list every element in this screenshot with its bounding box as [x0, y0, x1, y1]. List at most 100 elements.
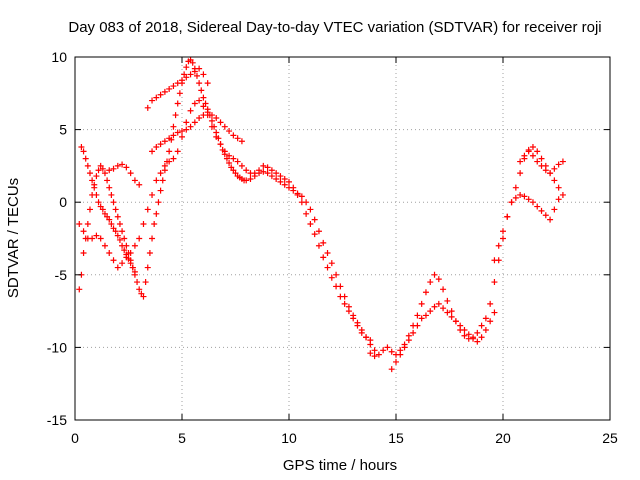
data-point-plus [264, 164, 271, 171]
data-point-plus [140, 220, 147, 227]
data-point-plus [174, 100, 181, 107]
data-point-plus [149, 148, 156, 155]
data-point-plus [551, 177, 558, 184]
data-point-plus [106, 167, 113, 174]
data-point-plus [97, 235, 104, 242]
data-point-plus [320, 254, 327, 261]
data-point-plus [238, 138, 245, 145]
data-point-plus [136, 286, 143, 293]
data-point-plus [491, 257, 498, 264]
data-point-plus [112, 206, 119, 213]
data-point-plus [358, 329, 365, 336]
data-point-plus [444, 309, 451, 316]
data-point-plus [529, 199, 536, 206]
y-tick-label: -10 [47, 339, 67, 355]
data-point-plus [108, 191, 115, 198]
data-point-plus [114, 264, 121, 271]
data-point-plus [183, 74, 190, 81]
data-point-plus [384, 344, 391, 351]
data-point-plus [93, 232, 100, 239]
data-point-plus [95, 167, 102, 174]
data-point-plus [80, 228, 87, 235]
data-point-plus [127, 170, 134, 177]
data-point-plus [482, 315, 489, 322]
data-point-plus [465, 331, 472, 338]
data-point-plus [448, 308, 455, 315]
data-point-plus [99, 165, 106, 172]
data-point-plus [208, 112, 215, 119]
data-point-plus [286, 178, 292, 185]
data-point-plus [191, 100, 198, 107]
data-point-plus [101, 170, 108, 177]
data-point-plus [328, 260, 335, 267]
data-point-plus [170, 83, 177, 90]
data-point-plus [213, 133, 220, 140]
data-point-plus [187, 71, 194, 78]
data-point-plus [157, 187, 164, 194]
data-point-plus [153, 210, 160, 217]
data-point-plus [221, 148, 228, 155]
data-point-plus [435, 300, 442, 307]
data-point-plus [153, 94, 160, 101]
x-tick-label: 15 [388, 430, 404, 446]
data-point-plus [333, 271, 340, 278]
data-point-plus [127, 250, 134, 257]
data-point-plus [491, 279, 498, 286]
data-point-plus [538, 207, 545, 214]
data-point-plus [431, 271, 438, 278]
data-point-plus [268, 167, 275, 174]
data-point-plus [303, 210, 310, 217]
grid [75, 57, 610, 420]
data-point-plus [427, 308, 434, 315]
data-point-plus [217, 141, 224, 148]
data-point-plus [106, 216, 113, 223]
data-point-plus [367, 337, 374, 344]
data-point-plus [277, 173, 284, 180]
data-point-plus [200, 103, 207, 110]
plot-frame [74, 56, 611, 421]
data-point-plus [93, 173, 100, 180]
data-point-plus [213, 114, 220, 121]
data-point-plus [487, 300, 494, 307]
data-point-plus [273, 170, 280, 177]
data-point-plus [86, 206, 93, 213]
data-point-plus [234, 135, 241, 142]
data-point-plus [221, 123, 228, 130]
data-point-plus [474, 329, 481, 336]
data-point-plus [534, 158, 541, 165]
data-point-plus [551, 165, 558, 172]
data-point-plus [298, 199, 305, 206]
data-point-plus [418, 315, 425, 322]
data-point-plus [534, 148, 541, 155]
data-point-plus [534, 203, 541, 210]
data-point-plus [277, 178, 284, 185]
data-point-plus [452, 318, 459, 325]
data-point-plus [114, 213, 121, 220]
data-point-plus [260, 162, 267, 169]
data-point-plus [176, 90, 183, 97]
data-point-plus [112, 228, 119, 235]
data-point-plus [414, 322, 421, 329]
data-point-plus [189, 59, 196, 66]
data-point-plus [230, 155, 237, 162]
data-point-plus [547, 216, 554, 223]
data-point-plus [183, 64, 190, 71]
data-point-plus [482, 326, 489, 333]
y-axis-label: SDTVAR / TECUs [5, 178, 22, 298]
data-point-plus [174, 129, 181, 136]
data-point-plus [538, 155, 545, 162]
data-point-plus [341, 300, 348, 307]
data-point-plus [131, 177, 138, 184]
data-point-plus [196, 114, 203, 121]
data-point-plus [136, 235, 143, 242]
data-point-plus [311, 216, 318, 223]
data-point-plus [193, 72, 200, 79]
data-point-plus [320, 239, 327, 246]
data-point-plus [174, 148, 181, 155]
data-point-plus [91, 184, 98, 191]
data-point-plus [311, 231, 318, 238]
data-point-plus [559, 158, 566, 165]
x-tick-label: 10 [281, 430, 297, 446]
data-point-plus [140, 293, 147, 300]
